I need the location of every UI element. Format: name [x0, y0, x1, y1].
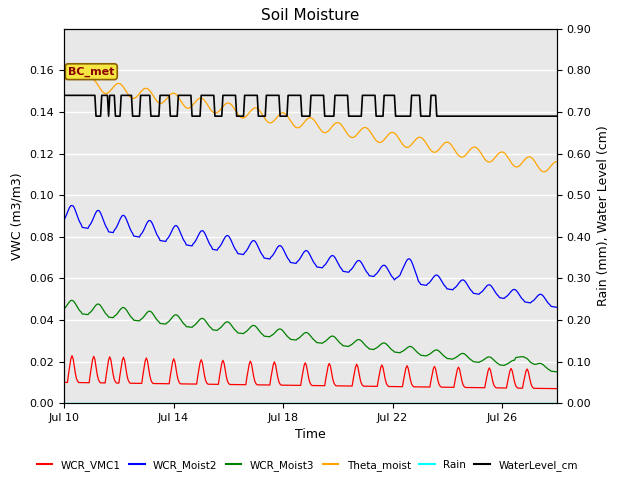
WCR_Moist2 — [441, 283, 449, 289]
WaterLevel_cm — [403, 113, 411, 119]
Line: WCR_VMC1: WCR_VMC1 — [64, 356, 557, 389]
WCR_VMC1 — [347, 383, 355, 389]
WCR_Moist2 — [553, 304, 561, 310]
WCR_Moist2 — [347, 267, 355, 273]
Line: WCR_Moist2: WCR_Moist2 — [64, 205, 557, 307]
WCR_Moist3 — [553, 369, 561, 375]
WCR_Moist2 — [403, 257, 411, 263]
Theta_moist — [347, 134, 355, 140]
WCR_Moist3 — [99, 306, 107, 312]
Rain — [346, 400, 354, 406]
WCR_VMC1 — [403, 363, 411, 369]
Theta_moist — [99, 89, 107, 95]
WCR_Moist2 — [99, 216, 107, 222]
WCR_Moist3 — [513, 355, 520, 360]
WCR_VMC1 — [553, 386, 561, 392]
Line: WCR_Moist3: WCR_Moist3 — [64, 300, 557, 372]
Theta_moist — [441, 140, 449, 146]
WaterLevel_cm — [99, 93, 107, 98]
WCR_VMC1 — [451, 378, 459, 384]
WaterLevel_cm — [513, 113, 520, 119]
WCR_Moist3 — [68, 298, 76, 303]
Rain — [450, 400, 458, 406]
WCR_VMC1 — [60, 380, 68, 385]
Y-axis label: VWC (m3/m3): VWC (m3/m3) — [11, 172, 24, 260]
WCR_VMC1 — [68, 353, 76, 359]
Rain — [98, 400, 106, 406]
WCR_Moist3 — [403, 345, 411, 351]
WCR_Moist2 — [67, 203, 75, 208]
WCR_Moist3 — [347, 342, 355, 348]
Title: Soil Moisture: Soil Moisture — [261, 9, 360, 24]
Theta_moist — [553, 159, 561, 165]
WCR_Moist2 — [513, 288, 520, 294]
Theta_moist — [403, 144, 411, 150]
Theta_moist — [77, 68, 85, 74]
WCR_Moist2 — [60, 217, 68, 223]
Theta_moist — [60, 78, 68, 84]
Rain — [402, 400, 410, 406]
WCR_Moist3 — [451, 355, 459, 361]
Y-axis label: Rain (mm), Water Level (cm): Rain (mm), Water Level (cm) — [597, 126, 610, 306]
WaterLevel_cm — [92, 113, 100, 119]
Line: WaterLevel_cm: WaterLevel_cm — [64, 96, 557, 116]
Rain — [60, 400, 68, 406]
Rain — [512, 400, 520, 406]
Theta_moist — [513, 164, 520, 170]
WaterLevel_cm — [553, 113, 561, 119]
WaterLevel_cm — [60, 93, 68, 98]
Line: Theta_moist: Theta_moist — [64, 71, 557, 172]
WaterLevel_cm — [451, 113, 459, 119]
Theta_moist — [540, 169, 548, 175]
Text: BC_met: BC_met — [68, 67, 115, 77]
WCR_Moist2 — [451, 285, 459, 290]
WaterLevel_cm — [441, 113, 449, 119]
Legend: WCR_VMC1, WCR_Moist2, WCR_Moist3, Theta_moist, Rain, WaterLevel_cm: WCR_VMC1, WCR_Moist2, WCR_Moist3, Theta_… — [33, 456, 582, 475]
WCR_Moist3 — [60, 306, 68, 312]
WCR_VMC1 — [99, 380, 107, 386]
WCR_VMC1 — [441, 384, 449, 390]
X-axis label: Time: Time — [295, 429, 326, 442]
Rain — [440, 400, 447, 406]
Rain — [553, 400, 561, 406]
Theta_moist — [451, 148, 459, 154]
WCR_Moist3 — [441, 354, 449, 360]
WCR_VMC1 — [513, 384, 520, 390]
WaterLevel_cm — [347, 113, 355, 119]
